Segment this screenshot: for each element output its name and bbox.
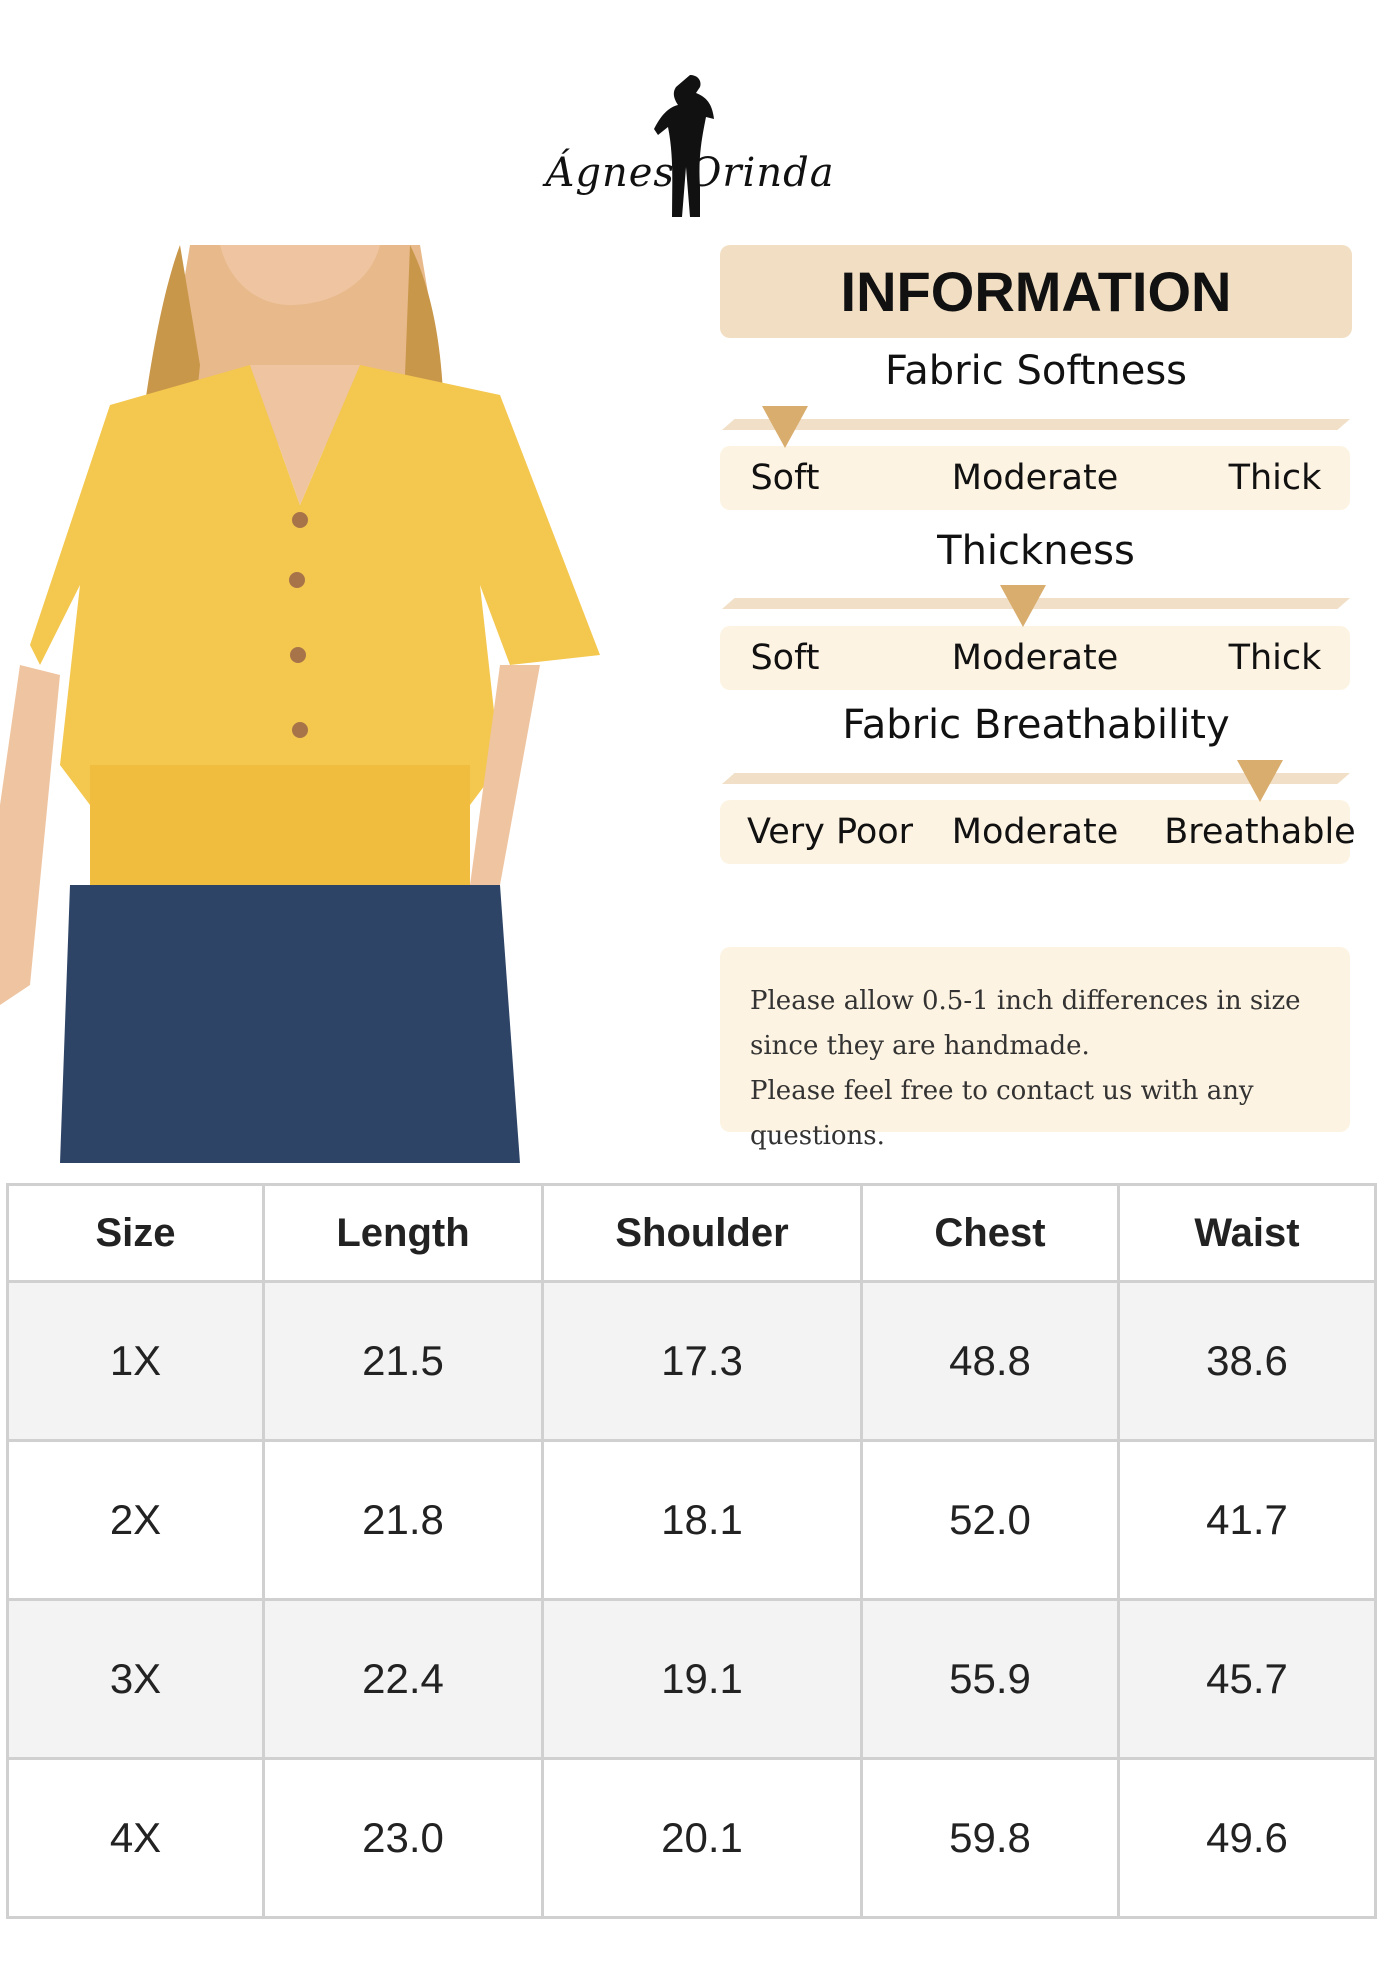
silhouette-icon (654, 75, 714, 217)
fabric-softness-title: Fabric Softness (884, 348, 1188, 394)
table-cell-chest: 59.8 (860, 1757, 1120, 1919)
table-cell-shoulder: 18.1 (541, 1439, 863, 1601)
table-cell-shoulder: 17.3 (541, 1280, 863, 1442)
scale-label: Very Poor (746, 812, 914, 852)
fabric-softness-pointer-icon (762, 406, 808, 448)
size-table: Size Length Shoulder Chest Waist 1X 21.5 1… (6, 1183, 1377, 1919)
thickness-title: Thickness (937, 528, 1135, 574)
header-chest: Chest (860, 1183, 1120, 1283)
table-cell-length: 23.0 (262, 1757, 544, 1919)
table-cell-shoulder: 19.1 (541, 1598, 863, 1760)
table-cell-size: 4X (6, 1757, 265, 1919)
table-cell-chest: 55.9 (860, 1598, 1120, 1760)
product-photo (0, 245, 605, 1163)
table-cell-waist: 41.7 (1117, 1439, 1377, 1601)
scale-label: Soft (750, 638, 820, 678)
table-header-row: Size Length Shoulder Chest Waist (6, 1183, 1377, 1283)
scale-label: Moderate (951, 638, 1119, 678)
fabric-softness-scale: Soft Moderate Thick (720, 446, 1350, 510)
table-row: 4X 23.0 20.1 59.8 49.6 (6, 1757, 1377, 1919)
scale-label: Breathable (1164, 812, 1356, 852)
header-shoulder: Shoulder (541, 1183, 863, 1283)
table-row: 3X 22.4 19.1 55.9 45.7 (6, 1598, 1377, 1760)
fabric-breathability-title: Fabric Breathability (842, 702, 1230, 748)
size-note: Please allow 0.5-1 inch differences in s… (720, 947, 1350, 1151)
brand-name: Ágnes Orinda (545, 150, 835, 196)
brand-logo: Ágnes Orinda (520, 70, 860, 220)
fabric-softness-bar (722, 419, 1350, 430)
thickness-pointer-icon (999, 585, 1046, 627)
fabric-breathability-bar (722, 773, 1350, 784)
scale-label: Moderate (951, 458, 1119, 498)
table-cell-length: 22.4 (262, 1598, 544, 1760)
table-cell-length: 21.5 (262, 1280, 544, 1442)
thickness-scale: Soft Moderate Thick (720, 626, 1350, 690)
table-cell-chest: 48.8 (860, 1280, 1120, 1442)
table-cell-waist: 49.6 (1117, 1757, 1377, 1919)
table-cell-chest: 52.0 (860, 1439, 1120, 1601)
table-cell-shoulder: 20.1 (541, 1757, 863, 1919)
scale-label: Thick (1228, 638, 1322, 678)
scale-label: Moderate (951, 812, 1119, 852)
table-cell-waist: 45.7 (1117, 1598, 1377, 1760)
table-cell-size: 3X (6, 1598, 265, 1760)
table-cell-size: 1X (6, 1280, 265, 1442)
table-cell-size: 2X (6, 1439, 265, 1601)
note-line: Please feel free to contact us with any … (750, 1076, 1254, 1151)
note-line: since they are handmade. (750, 1031, 1090, 1061)
scale-label: Thick (1228, 458, 1322, 498)
fabric-breathability-scale: Very Poor Moderate Breathable (720, 800, 1356, 864)
table-row: 1X 21.5 17.3 48.8 38.6 (6, 1280, 1377, 1442)
scale-label: Soft (750, 458, 820, 498)
information-header: INFORMATION (720, 245, 1352, 338)
table-cell-length: 21.8 (262, 1439, 544, 1601)
fabric-breathability-pointer-icon (1237, 760, 1283, 802)
header-size: Size (6, 1183, 265, 1283)
header-length: Length (262, 1183, 544, 1283)
header-waist: Waist (1117, 1183, 1377, 1283)
table-cell-waist: 38.6 (1117, 1280, 1377, 1442)
note-line: Please allow 0.5-1 inch differences in s… (750, 986, 1301, 1016)
table-row: 2X 21.8 18.1 52.0 41.7 (6, 1439, 1377, 1601)
